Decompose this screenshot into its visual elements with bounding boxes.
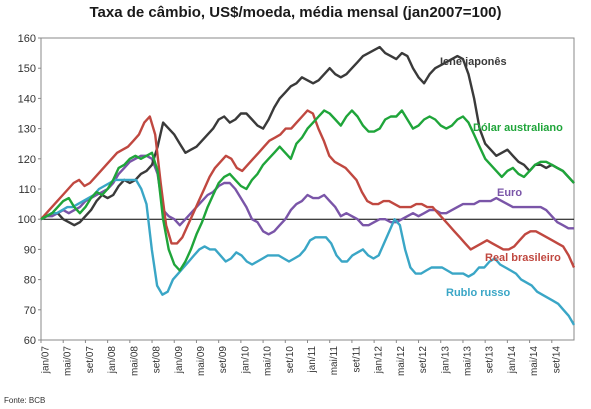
y-tick-label: 150 <box>18 63 36 75</box>
x-tick-label: mai/09 <box>196 346 207 376</box>
y-tick-label: 100 <box>18 214 36 226</box>
x-tick-label: jan/13 <box>440 346 451 375</box>
x-tick-label: set/07 <box>85 346 96 374</box>
y-tick-label: 90 <box>24 244 36 256</box>
x-tick-label: set/09 <box>218 346 229 374</box>
series-label-iene: Iene japonês <box>440 56 507 68</box>
x-tick-label: jan/12 <box>374 346 385 375</box>
x-tick-label: jan/08 <box>107 346 118 375</box>
x-tick-label: set/11 <box>351 346 362 373</box>
series-line-euro <box>40 154 574 236</box>
x-tick-label: mai/07 <box>63 346 74 376</box>
x-tick-label: jan/10 <box>240 346 251 375</box>
x-tick-label: mai/12 <box>396 346 407 376</box>
x-tick-label: set/08 <box>152 346 163 374</box>
series-label-dolar: Dólar australiano <box>473 122 563 134</box>
x-tick-label: jan/14 <box>507 346 518 375</box>
x-tick-label: set/12 <box>418 346 429 374</box>
x-tick-label: set/13 <box>485 346 496 374</box>
y-tick-label: 140 <box>18 93 36 105</box>
y-tick-label: 160 <box>18 33 36 45</box>
chart-title: Taxa de câmbio, US$/moeda, média mensal … <box>89 4 502 21</box>
x-tick-label: mai/08 <box>129 346 140 376</box>
y-tick-label: 120 <box>18 154 36 166</box>
x-tick-label: mai/10 <box>263 346 274 376</box>
x-tick-label: jan/09 <box>174 346 185 375</box>
x-tick-label: set/10 <box>285 346 296 374</box>
x-tick-label: mai/11 <box>329 346 340 376</box>
series-label-euro: Euro <box>497 187 522 199</box>
series-label-rublo: Rublo russo <box>446 287 510 299</box>
x-tick-label: mai/14 <box>529 346 540 376</box>
y-tick-label: 80 <box>24 275 36 287</box>
y-tick-label: 130 <box>18 124 36 136</box>
series-line-rublo-russo <box>40 178 576 326</box>
source-note: Fonte: BCB <box>4 396 46 405</box>
y-tick-label: 60 <box>24 335 36 347</box>
y-tick-label: 110 <box>18 184 36 196</box>
series-line-iene-japonês <box>40 45 575 227</box>
x-tick-label: jan/11 <box>307 346 318 374</box>
series-line-dólar-australiano <box>40 109 575 272</box>
y-tick-label: 70 <box>24 305 36 317</box>
series-label-real: Real brasileiro <box>485 252 561 264</box>
x-tick-label: set/14 <box>551 346 562 374</box>
x-tick-label: mai/13 <box>462 346 473 376</box>
x-tick-label: jan/07 <box>41 346 52 375</box>
series-line-real-brasileiro <box>40 109 576 268</box>
